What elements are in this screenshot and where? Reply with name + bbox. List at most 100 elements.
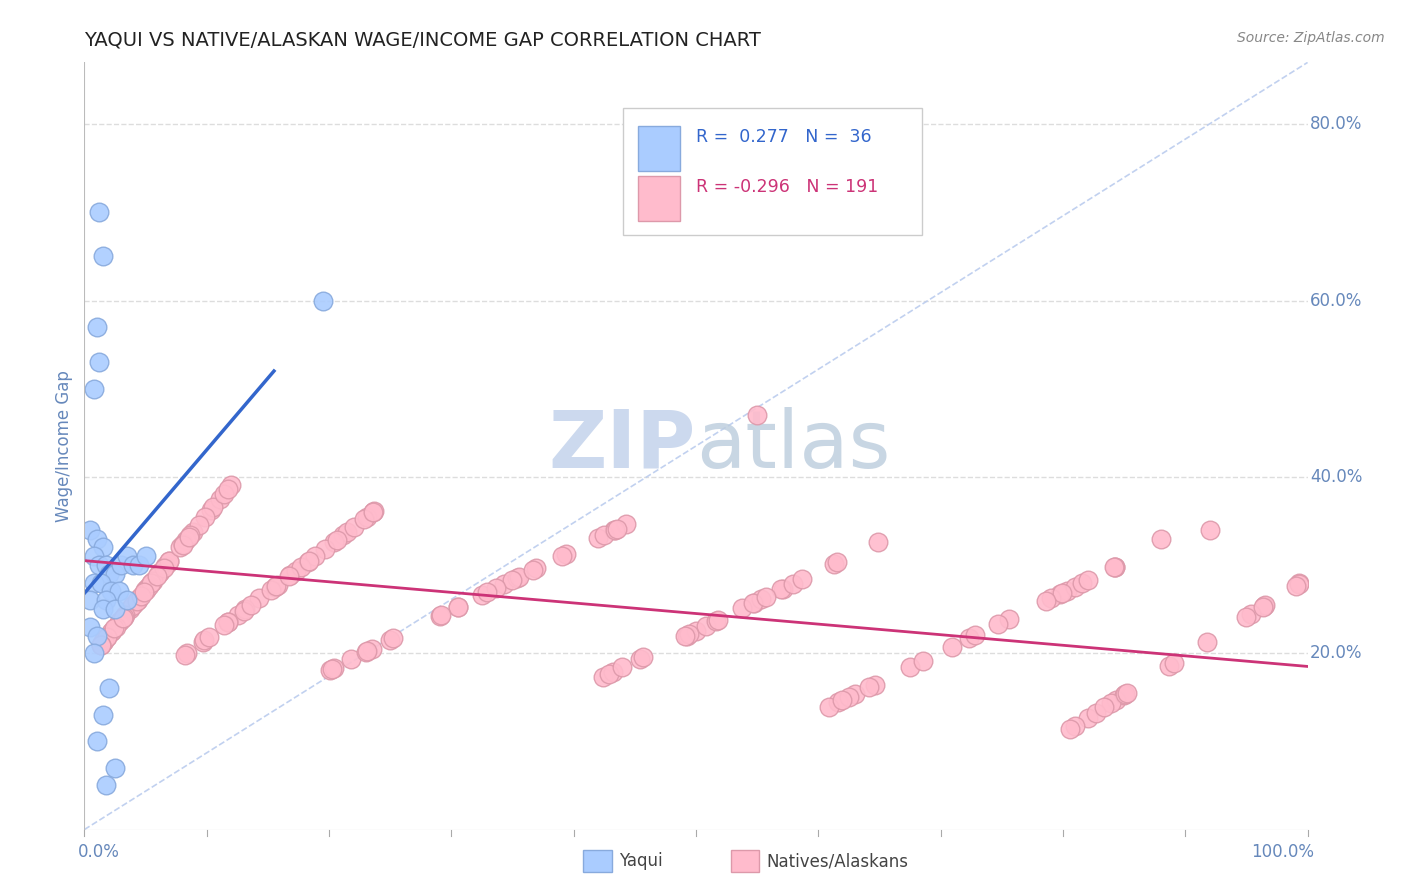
Point (326, 533, 349, 547)
Text: 60.0%: 60.0% (1310, 292, 1362, 310)
Point (142, 574, 165, 588)
Point (749, 592, 772, 607)
Point (173, 648, 195, 663)
Point (108, 615, 131, 630)
Point (217, 483, 239, 497)
Point (285, 564, 308, 578)
Point (605, 523, 627, 537)
Point (177, 530, 200, 544)
Point (477, 585, 499, 599)
Point (1050, 586, 1073, 600)
Point (260, 582, 283, 597)
Point (181, 524, 204, 539)
Point (148, 566, 170, 581)
Point (134, 583, 156, 598)
Point (593, 528, 616, 542)
Point (831, 693, 853, 707)
Point (104, 761, 127, 775)
Point (332, 528, 354, 542)
Point (212, 618, 235, 632)
Point (145, 569, 167, 583)
Point (1035, 593, 1057, 607)
Point (863, 677, 886, 691)
Point (838, 690, 860, 705)
Point (731, 601, 754, 615)
Text: Yaqui: Yaqui (619, 852, 662, 871)
Point (87, 355, 110, 369)
Point (83, 549, 105, 564)
Point (1198, 523, 1220, 537)
Point (603, 523, 626, 537)
Point (194, 510, 217, 524)
Point (322, 661, 344, 675)
Point (138, 578, 160, 592)
Point (1104, 560, 1126, 574)
Point (1049, 587, 1071, 601)
Text: ZIP: ZIP (548, 407, 696, 485)
Point (135, 582, 157, 597)
Point (361, 505, 384, 519)
Point (103, 621, 125, 635)
Point (1240, 607, 1263, 621)
Point (226, 607, 249, 622)
Point (1197, 634, 1219, 648)
Point (96, 779, 118, 793)
Point (96, 630, 118, 644)
Point (551, 549, 574, 563)
Point (297, 555, 319, 569)
Point (628, 652, 651, 666)
Point (191, 634, 214, 648)
Point (447, 599, 470, 614)
Point (606, 522, 628, 536)
Point (264, 579, 287, 593)
Point (125, 593, 148, 607)
Point (115, 593, 138, 607)
Text: 20.0%: 20.0% (1310, 644, 1362, 662)
Point (115, 549, 138, 564)
Point (104, 619, 127, 633)
Point (100, 584, 122, 599)
Point (1056, 583, 1078, 598)
Point (818, 699, 841, 714)
Point (91, 707, 114, 722)
Point (790, 573, 813, 587)
Point (898, 660, 921, 674)
Point (1063, 719, 1085, 733)
Point (336, 524, 359, 539)
Point (153, 558, 176, 573)
FancyBboxPatch shape (638, 176, 681, 221)
Point (695, 619, 717, 633)
Point (586, 531, 609, 545)
Point (1114, 687, 1136, 701)
Point (707, 613, 730, 627)
Point (174, 533, 197, 548)
Point (322, 535, 344, 549)
Point (267, 577, 290, 591)
Text: Natives/Alaskans: Natives/Alaskans (766, 852, 908, 871)
Point (685, 624, 707, 638)
Point (965, 628, 987, 642)
Point (380, 632, 402, 647)
Point (153, 560, 176, 574)
Point (602, 665, 624, 679)
Point (1253, 599, 1275, 613)
Point (219, 478, 242, 492)
Point (200, 503, 222, 517)
Point (382, 632, 405, 646)
Point (135, 582, 157, 596)
Point (89, 638, 111, 652)
Point (209, 491, 232, 506)
Point (91, 635, 114, 649)
Point (97, 681, 120, 696)
Point (1104, 560, 1126, 574)
Point (278, 568, 301, 582)
Point (157, 554, 180, 568)
Point (86, 532, 108, 546)
Point (110, 614, 132, 628)
Point (96, 558, 118, 572)
Point (356, 509, 378, 524)
Point (354, 645, 377, 659)
Point (353, 511, 375, 525)
Point (235, 602, 257, 616)
Point (112, 610, 135, 624)
